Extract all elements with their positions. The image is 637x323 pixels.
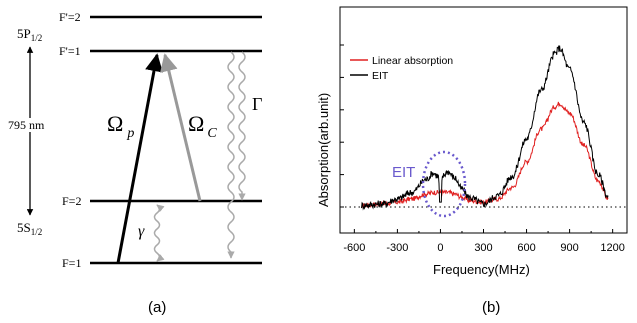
absorption-chart: -600 -300 0 300 600 900 1200 Linear absorption…	[316, 6, 628, 316]
level-f1-label: F=1	[62, 256, 81, 270]
x-tick-label: 1200	[600, 242, 624, 254]
level-f2-label: F=2	[62, 194, 81, 208]
decay-wave-to-f1	[227, 51, 235, 259]
gamma-small-label: γ	[138, 223, 145, 240]
excited-state-sub: 1/2	[31, 33, 43, 43]
decay-wave-to-f2	[238, 51, 246, 201]
legend-label-linear: Linear absorption	[372, 55, 453, 67]
panel-a-caption: (a)	[148, 299, 166, 316]
legend-label-eit: EIT	[372, 70, 389, 82]
x-tick-label: 300	[474, 242, 492, 254]
excited-state-main: 5P	[17, 26, 31, 41]
omega-c-symbol: Ω	[188, 111, 204, 136]
x-tick-label: -300	[386, 242, 408, 254]
x-tick-label: -600	[343, 242, 365, 254]
coupling-arrow	[160, 53, 202, 202]
ground-decoherence-wave	[153, 204, 165, 262]
y-axis-title: Absorption(arb.unit)	[316, 93, 331, 207]
omega-p-symbol: Ω	[107, 111, 123, 136]
excited-state-label: 5P1/2	[17, 26, 42, 43]
wavelength-label-bg	[6, 118, 54, 132]
ground-state-main: 5S	[17, 220, 31, 235]
x-axis-title: Frequency(MHz)	[433, 262, 530, 277]
level-f-prime-1-label: F'=1	[59, 44, 81, 58]
linear-absorption-line	[361, 101, 609, 209]
omega-p-sub: p	[126, 126, 134, 141]
x-tick-label: 600	[517, 242, 535, 254]
series-lines	[361, 44, 609, 211]
ground-state-label: 5S1/2	[17, 220, 42, 237]
y-axis-ticks	[340, 44, 344, 208]
eit-highlight-ellipse	[421, 150, 467, 218]
probe-arrow	[116, 53, 163, 264]
wavelength-label: 795 nm	[8, 118, 45, 132]
ground-state-sub: 1/2	[31, 227, 43, 237]
gamma-label: Γ	[252, 94, 262, 114]
level-f-prime-2-label: F'=2	[59, 10, 81, 24]
legend: Linear absorption EIT	[350, 55, 453, 82]
panel-b-caption: (b)	[482, 299, 500, 316]
eit-line	[361, 44, 609, 211]
x-tick-label: 900	[560, 242, 578, 254]
x-axis-ticks: -600 -300 0 300 600 900 1200	[343, 229, 625, 254]
eit-annotation: EIT	[392, 164, 415, 181]
omega-c-sub: C	[207, 126, 217, 141]
x-tick-label: 0	[437, 242, 443, 254]
